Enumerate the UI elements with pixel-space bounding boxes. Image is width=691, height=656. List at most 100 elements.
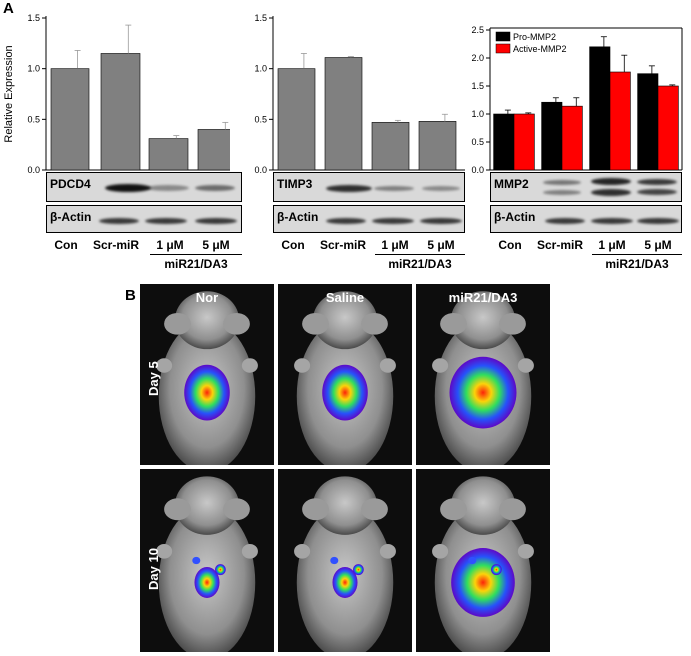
bar (493, 113, 515, 171)
group-bracket-3 (592, 254, 682, 255)
bar (609, 71, 631, 171)
mouse-ear (361, 498, 388, 521)
y-tick-label: 1.0 (471, 109, 484, 119)
blot-label-pdcd4: PDCD4 (50, 177, 91, 191)
bar (100, 53, 141, 171)
y-tick-label: 0.0 (27, 165, 40, 175)
image-nor-day5 (140, 284, 274, 465)
mouse-head (312, 291, 378, 350)
row-title-day10: Day 10 (146, 548, 161, 590)
group-bracket-1 (150, 254, 242, 255)
bar (637, 73, 659, 171)
legend-label: Pro-MMP2 (513, 32, 556, 42)
bioluminescence-signal (322, 364, 368, 421)
mouse-head (450, 291, 516, 350)
mouse-ear (302, 498, 329, 521)
timp3-bar-chart: 0.0 0.5 1.0 1.5 (254, 13, 465, 175)
mouse-ear (223, 498, 250, 521)
image-mir21-day10 (416, 469, 550, 652)
lane-1um-2: 1 μM (381, 238, 409, 252)
mouse-paw (156, 544, 173, 559)
mouse-ear (164, 498, 191, 521)
mouse-ear (499, 312, 526, 335)
lane-scr-1: Scr-miR (92, 238, 139, 252)
legend-label: Active-MMP2 (513, 44, 567, 54)
mouse-paw (432, 544, 449, 559)
pdcd4-bar-chart: 0.0 0.5 1.0 1.5 Relative Expression (3, 13, 230, 175)
legend-swatch (495, 31, 511, 42)
bar (371, 122, 410, 171)
blot-label-timp3: TIMP3 (277, 177, 313, 191)
mouse-bioluminescence-image (156, 476, 258, 652)
bioluminescence-spot (330, 556, 339, 565)
bar (197, 129, 230, 171)
lane-1um-1: 1 μM (156, 238, 184, 252)
bar (589, 46, 611, 171)
mouse-ear (499, 498, 526, 521)
lane-5um-3: 5 μM (644, 238, 672, 252)
mouse-bioluminescence-image (156, 291, 258, 465)
bioluminescence-spot (192, 556, 201, 565)
mouse-ear (223, 312, 250, 335)
mouse-paw (294, 358, 311, 373)
blot-label-actin-3: β-Actin (494, 210, 536, 224)
lane-1um-3: 1 μM (598, 238, 626, 252)
mouse-paw (517, 544, 534, 559)
lane-5um-2: 5 μM (427, 238, 455, 252)
y-tick-label: 1.0 (27, 64, 40, 74)
mouse-ear (302, 312, 329, 335)
lane-con-3: Con (498, 238, 522, 252)
panel-a-letter: A (3, 0, 14, 17)
y-tick-label: 1.5 (471, 81, 484, 91)
mouse-paw (241, 358, 258, 373)
bioluminescence-signal (194, 566, 220, 598)
lane-scr-2: Scr-miR (319, 238, 366, 252)
image-mir21-day5 (416, 284, 550, 465)
row-title-day5: Day 5 (146, 361, 161, 396)
y-tick-label: 1.5 (254, 13, 267, 23)
bar (324, 57, 363, 171)
bioluminescence-signal (332, 566, 358, 598)
mmp2-bar-chart: 0.0 0.5 1.0 1.5 2.0 2.5 Pro-MMP2 Active-MMP2 (471, 25, 683, 175)
y-tick-label: 0.5 (27, 114, 40, 124)
y-tick-label: 1.5 (27, 13, 40, 23)
blot-label-actin-1: β-Actin (50, 210, 92, 224)
timp3-blot: TIMP3 (273, 172, 465, 202)
bioluminescence-signal (184, 364, 230, 421)
mouse-paw (241, 544, 258, 559)
bioluminescence-signal (451, 548, 515, 617)
mouse-ear (440, 312, 467, 335)
lane-con-1: Con (54, 238, 78, 252)
mouse-ear (361, 312, 388, 335)
group-label-2: miR21/DA3 (388, 257, 452, 271)
y-tick-label: 0.5 (254, 114, 267, 124)
bioluminescence-spot (468, 556, 477, 565)
mouse-head (174, 476, 240, 535)
y-tick-label: 0.0 (471, 165, 484, 175)
group-label-1: miR21/DA3 (164, 257, 228, 271)
mouse-paw (156, 358, 173, 373)
y-tick-label: 0.0 (254, 165, 267, 175)
beta-actin-blot-2: β-Actin (273, 205, 465, 233)
mouse-bioluminescence-image (294, 291, 396, 465)
mouse-ear (164, 312, 191, 335)
mouse-bioluminescence-image (432, 476, 534, 652)
bar (657, 85, 679, 171)
bioluminescence-spot (353, 564, 364, 576)
group-label-3: miR21/DA3 (605, 257, 669, 271)
mouse-ear (440, 498, 467, 521)
image-saline-day5 (278, 284, 412, 465)
lane-con-2: Con (281, 238, 305, 252)
y-axis-label: Relative Expression (3, 45, 15, 142)
y-tick-label: 2.5 (471, 25, 484, 35)
lane-5um-1: 5 μM (202, 238, 230, 252)
image-nor-day10 (140, 469, 274, 652)
image-saline-day10 (278, 469, 412, 652)
mouse-head (450, 476, 516, 535)
bioluminescence-spot (491, 564, 502, 576)
mmp2-blot: MMP2 (490, 172, 682, 202)
bar (513, 113, 535, 171)
bar (418, 121, 457, 171)
bar (277, 68, 316, 171)
mouse-bioluminescence-image (294, 476, 396, 652)
